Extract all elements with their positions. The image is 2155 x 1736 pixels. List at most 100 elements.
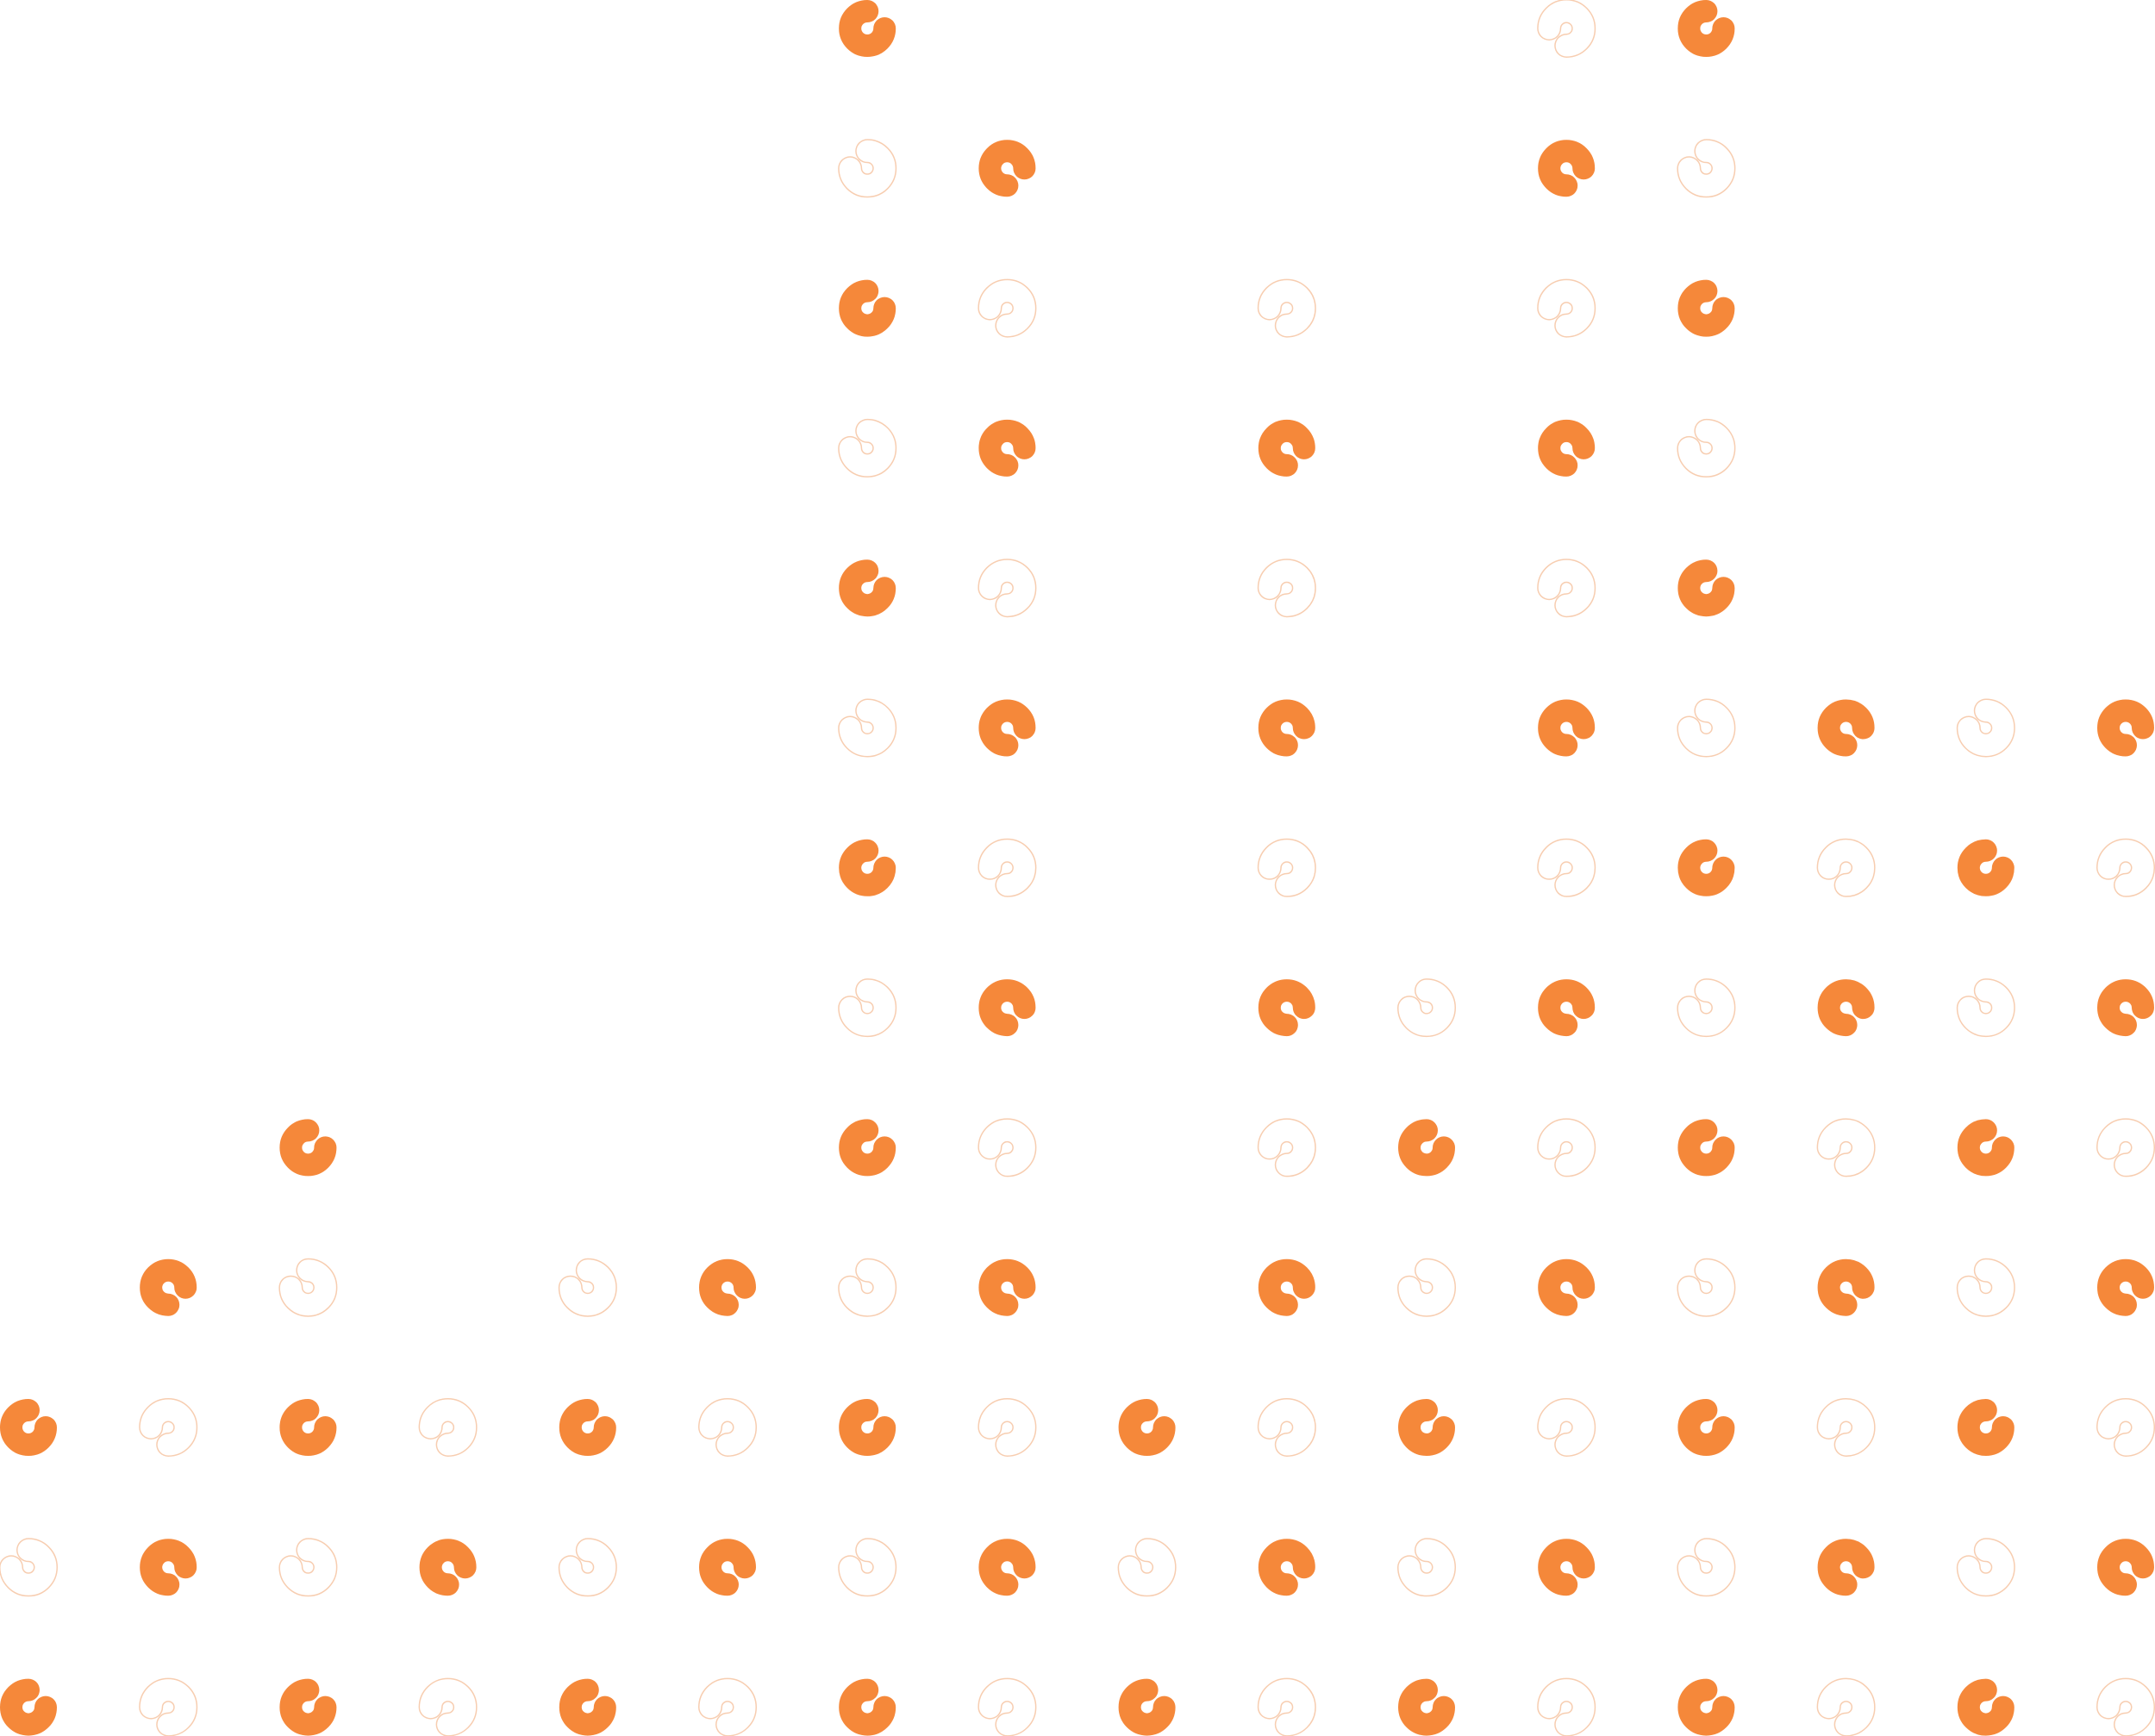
filled-mark bbox=[990, 1550, 1024, 1584]
mark-shape bbox=[990, 151, 1024, 185]
filled-mark bbox=[1409, 1130, 1444, 1165]
mark-shape bbox=[1270, 711, 1304, 746]
filled-mark bbox=[151, 1271, 185, 1305]
mark-inner bbox=[290, 1271, 325, 1305]
mark-inner bbox=[1689, 151, 1723, 185]
mark-inner bbox=[1829, 851, 1864, 885]
outline-mark bbox=[1270, 571, 1304, 605]
filled-mark bbox=[850, 1130, 884, 1165]
filled-mark bbox=[1829, 990, 1864, 1025]
mark-shape bbox=[431, 1550, 465, 1584]
outline-mark bbox=[1409, 990, 1444, 1025]
filled-mark bbox=[850, 291, 884, 326]
outline-mark bbox=[1549, 11, 1583, 46]
mark-shape bbox=[1689, 11, 1723, 46]
mark-shape bbox=[1829, 711, 1864, 746]
mark-shape bbox=[710, 1271, 745, 1305]
outline-mark bbox=[850, 431, 884, 465]
outline-mark bbox=[850, 990, 884, 1025]
outline-mark bbox=[710, 1410, 745, 1445]
outline-mark bbox=[1270, 1410, 1304, 1445]
outline-mark bbox=[1689, 1550, 1723, 1584]
mark-inner bbox=[1549, 11, 1583, 46]
mark-shape bbox=[290, 1130, 325, 1165]
mark-inner bbox=[1270, 1130, 1304, 1165]
filled-mark bbox=[1549, 990, 1583, 1025]
mark-inner bbox=[1689, 711, 1723, 746]
mark-inner bbox=[1270, 851, 1304, 885]
filled-mark bbox=[990, 1271, 1024, 1305]
mark-shape bbox=[990, 1271, 1024, 1305]
outline-mark bbox=[1549, 1690, 1583, 1725]
mark-inner bbox=[1409, 990, 1444, 1025]
mark-shape bbox=[290, 1690, 325, 1725]
filled-mark bbox=[290, 1690, 325, 1725]
filled-mark bbox=[710, 1271, 745, 1305]
mark-inner bbox=[850, 151, 884, 185]
mark-inner bbox=[1969, 1271, 2003, 1305]
mark-inner bbox=[2108, 1690, 2143, 1725]
mark-inner bbox=[850, 1550, 884, 1584]
mark-shape bbox=[1409, 1690, 1444, 1725]
mark-shape bbox=[571, 1690, 605, 1725]
mark-inner bbox=[1549, 291, 1583, 326]
outline-mark bbox=[850, 151, 884, 185]
mark-shape bbox=[1549, 711, 1583, 746]
mark-inner bbox=[1270, 291, 1304, 326]
filled-mark bbox=[290, 1410, 325, 1445]
mark-inner bbox=[1549, 1690, 1583, 1725]
mark-inner bbox=[1829, 1130, 1864, 1165]
mark-inner bbox=[1689, 990, 1723, 1025]
mark-inner bbox=[1689, 1271, 1723, 1305]
filled-mark bbox=[1689, 1690, 1723, 1725]
outline-mark bbox=[1270, 291, 1304, 326]
mark-inner bbox=[1270, 1690, 1304, 1725]
outline-mark bbox=[990, 291, 1024, 326]
outline-mark bbox=[1270, 1130, 1304, 1165]
outline-mark bbox=[1270, 1690, 1304, 1725]
mark-shape bbox=[1409, 1410, 1444, 1445]
filled-mark bbox=[850, 851, 884, 885]
mark-shape bbox=[990, 990, 1024, 1025]
outline-mark bbox=[2108, 1690, 2143, 1725]
mark-shape bbox=[1270, 431, 1304, 465]
filled-mark bbox=[1549, 151, 1583, 185]
mark-inner bbox=[850, 990, 884, 1025]
mark-shape bbox=[850, 1410, 884, 1445]
outline-mark bbox=[1130, 1550, 1165, 1584]
filled-mark bbox=[1270, 1550, 1304, 1584]
mark-inner bbox=[710, 1690, 745, 1725]
filled-mark bbox=[2108, 711, 2143, 746]
mark-shape bbox=[571, 1410, 605, 1445]
outline-mark bbox=[290, 1271, 325, 1305]
mark-inner bbox=[990, 571, 1024, 605]
filled-mark bbox=[1130, 1410, 1165, 1445]
mark-shape bbox=[1549, 1271, 1583, 1305]
outline-mark bbox=[431, 1410, 465, 1445]
mark-inner bbox=[1549, 1130, 1583, 1165]
outline-mark bbox=[1689, 711, 1723, 746]
mark-inner bbox=[1549, 851, 1583, 885]
mark-inner bbox=[1270, 571, 1304, 605]
mark-shape bbox=[850, 291, 884, 326]
mark-shape bbox=[11, 1690, 46, 1725]
outline-mark bbox=[850, 711, 884, 746]
mark-inner bbox=[850, 431, 884, 465]
filled-mark bbox=[2108, 1550, 2143, 1584]
filled-mark bbox=[1689, 851, 1723, 885]
filled-mark bbox=[1829, 1271, 1864, 1305]
mark-shape bbox=[1689, 571, 1723, 605]
filled-mark bbox=[850, 1410, 884, 1445]
mark-inner bbox=[2108, 851, 2143, 885]
outline-mark bbox=[1689, 151, 1723, 185]
filled-mark bbox=[1969, 1690, 2003, 1725]
outline-mark bbox=[290, 1550, 325, 1584]
mark-inner bbox=[1969, 990, 2003, 1025]
mark-shape bbox=[850, 571, 884, 605]
filled-mark bbox=[1969, 851, 2003, 885]
filled-mark bbox=[1969, 1130, 2003, 1165]
filled-mark bbox=[1689, 571, 1723, 605]
filled-mark bbox=[571, 1410, 605, 1445]
mark-inner bbox=[1549, 571, 1583, 605]
outline-mark bbox=[1549, 1410, 1583, 1445]
